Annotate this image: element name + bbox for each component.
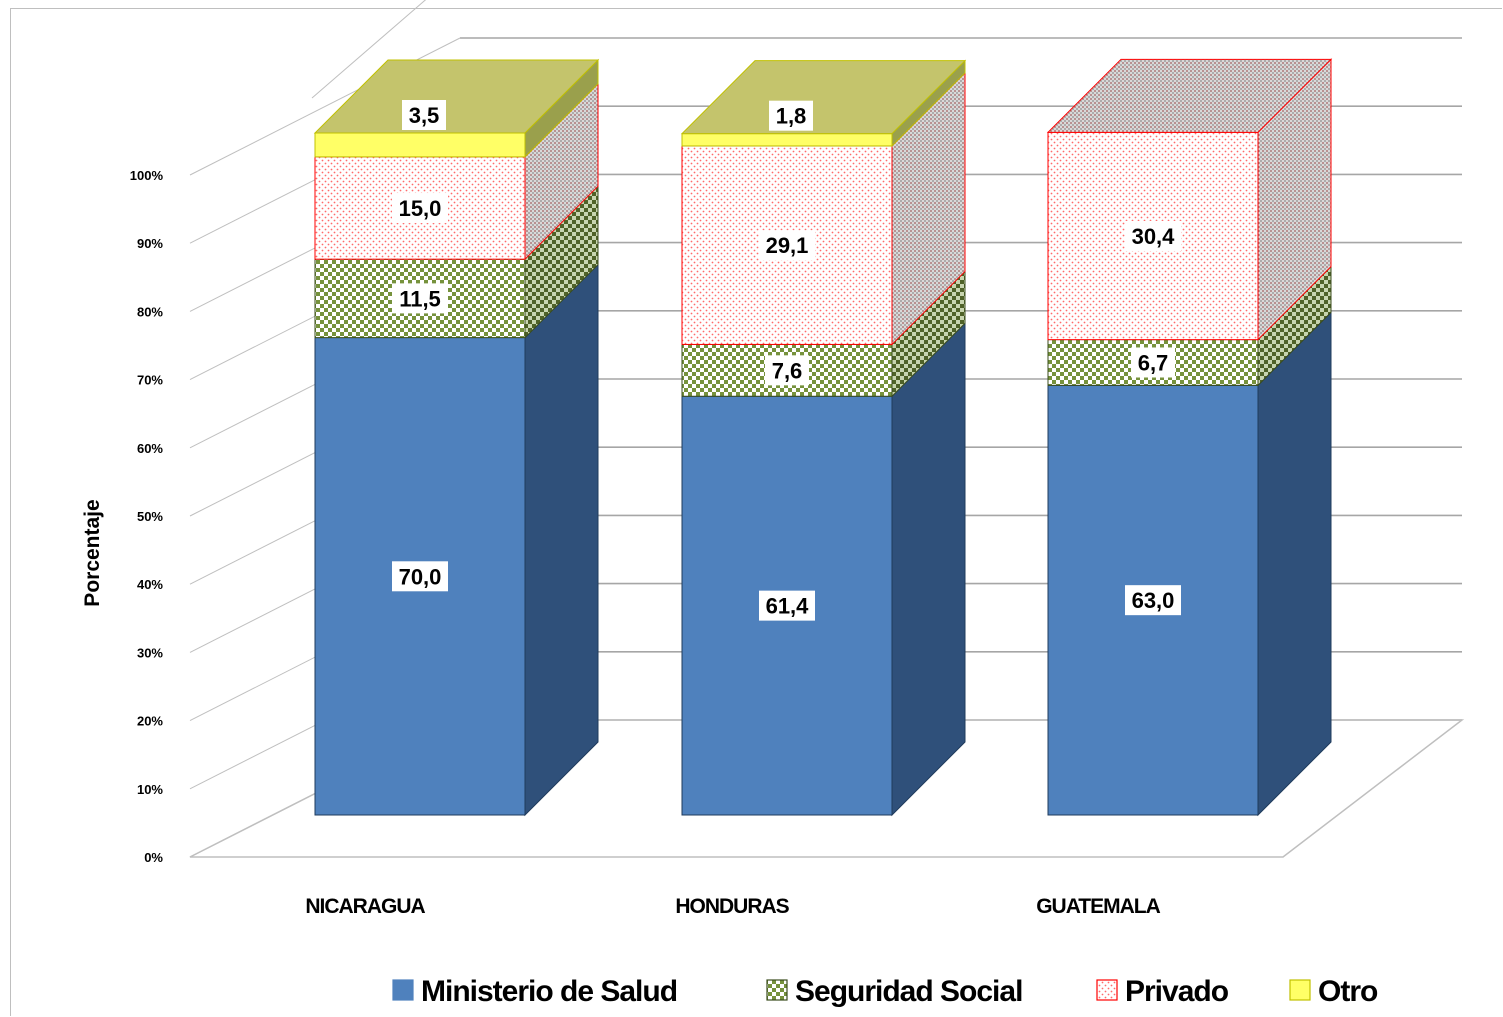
y-tick-label: 50% [137,509,163,524]
bar-nicaragua-otro [314,132,526,158]
x-category-label: GUATEMALA [1036,895,1160,918]
y-tick-label: 100% [130,168,164,183]
legend-item-privado: Privado [1096,975,1230,1008]
x-category-label: HONDURAS [675,895,789,918]
y-axis-label: Porcentaje [81,499,104,606]
y-tick-label: 90% [137,236,163,251]
data-label-box [392,561,448,592]
bar-side-honduras-0 [891,322,966,817]
legend-label: Otro [1318,975,1378,1008]
legend-swatch [392,979,414,1001]
data-label-box [765,355,809,386]
gridline-diagonal-top [311,0,427,99]
data-label: 15,0 [399,196,442,221]
legend-item-otro: Otro [1289,975,1379,1008]
data-label-box [402,100,446,130]
data-label: 63,0 [1132,588,1175,613]
y-tick-label: 70% [137,373,163,388]
data-label-box [392,283,448,314]
data-label: 11,5 [399,286,441,311]
legend-label: Ministerio de Salud [421,975,677,1008]
y-tick-label: 10% [137,782,163,797]
data-label-box [1125,220,1181,251]
y-tick-label: 40% [137,577,163,592]
data-label: 3,5 [409,103,440,128]
y-tick-label: 80% [137,304,163,319]
data-label-box [1131,347,1175,378]
data-label-box [759,230,815,261]
legend-swatch [1096,979,1118,1001]
y-tick-label: 20% [137,714,163,729]
legend-swatch [1289,979,1311,1001]
y-tick-label: 0% [144,850,163,865]
data-label: 30,4 [1132,224,1176,249]
chart-frame [10,8,1502,1016]
bar-honduras-otro [681,133,893,147]
legend-label: Privado [1125,975,1229,1008]
data-label: 6,7 [1138,350,1169,375]
bar-top-guatemala [1046,58,1333,133]
data-label: 29,1 [766,233,809,258]
legend-label: Seguridad Social [795,975,1022,1008]
data-label: 61,4 [766,594,810,619]
bar-top-honduras [680,60,967,135]
y-tick-label: 30% [137,645,163,660]
y-tick-label: 60% [137,441,163,456]
legend-item-ministerio-de-salud: Ministerio de Salud [392,975,678,1008]
data-label-box [759,590,815,621]
data-label: 70,0 [399,564,442,589]
data-label: 7,6 [772,358,803,383]
bar-top-nicaragua [313,59,600,134]
legend-item-seguridad-social: Seguridad Social [766,975,1023,1008]
x-category-label: NICARAGUA [305,895,425,918]
legend-swatch [766,979,788,1001]
bar-side-nicaragua-0 [524,263,599,817]
data-label-box [1125,585,1181,616]
bar-side-guatemala-0 [1257,311,1332,817]
data-label-box [392,193,448,224]
data-label-box [769,100,813,131]
data-label: 1,8 [776,104,807,129]
